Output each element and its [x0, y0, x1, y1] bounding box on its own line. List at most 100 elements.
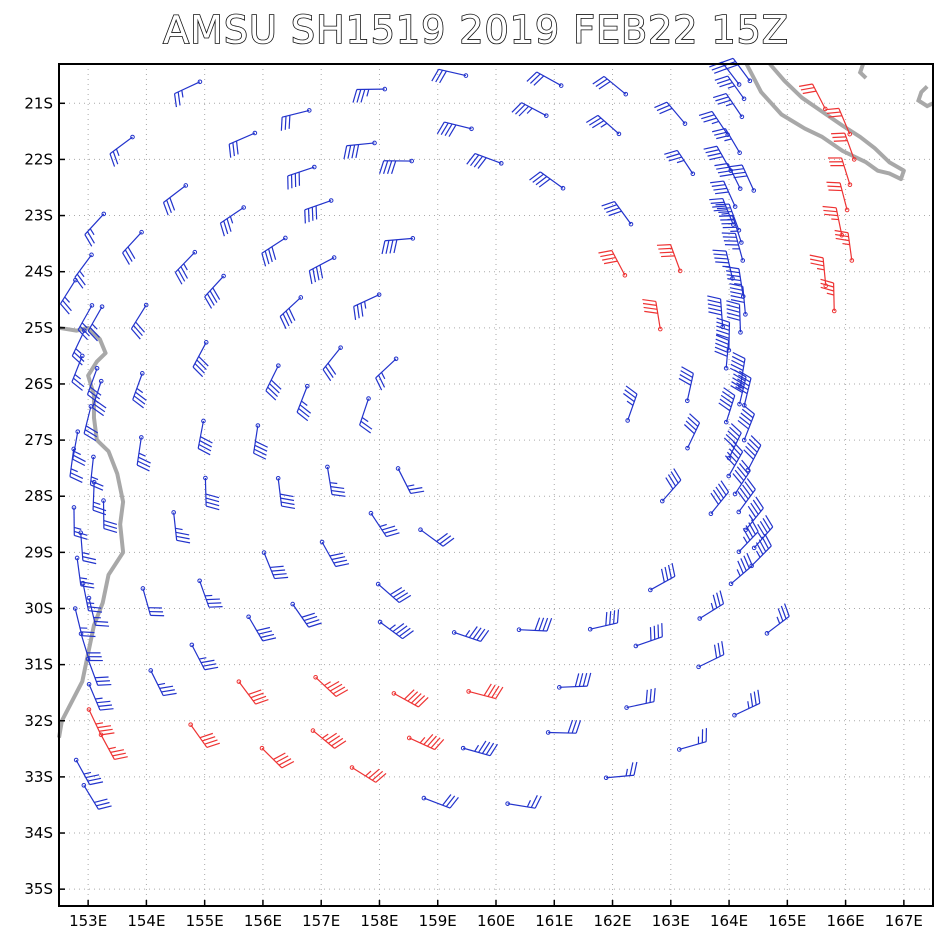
barb-shaft: [265, 365, 279, 392]
barb-shaft: [397, 468, 412, 494]
barb-feather: [661, 623, 663, 637]
lon-tick-label: 159E: [419, 912, 457, 930]
barb-station: [338, 345, 343, 350]
lon-tick-label: 156E: [244, 912, 282, 930]
barb-feather: [353, 306, 357, 321]
barb-feather: [715, 191, 729, 195]
barb-feather: [329, 552, 344, 557]
barb-feather: [764, 533, 772, 547]
barb-half-feather: [136, 387, 144, 394]
barb-feather: [442, 537, 455, 547]
wind-barb: [603, 761, 638, 781]
barb-feather: [660, 568, 665, 583]
barb-feather: [163, 692, 177, 697]
barb-feather: [753, 691, 757, 706]
barb-feather: [324, 732, 337, 742]
barb-station: [349, 765, 355, 770]
barb-feather: [328, 735, 341, 744]
barb-half-feather: [74, 374, 82, 380]
barb-feather: [741, 459, 751, 471]
barb-feather: [726, 300, 740, 305]
barb-feather: [730, 423, 742, 434]
barb-station: [732, 491, 738, 497]
barb-station: [732, 712, 737, 718]
barb-shaft: [666, 101, 686, 125]
barb-feather: [112, 151, 119, 165]
lat-tick-label: 33S: [24, 768, 53, 786]
barb-shaft: [686, 422, 701, 449]
barb-station: [737, 150, 742, 155]
wind-barb: [86, 365, 102, 404]
barb-half-feather: [74, 526, 82, 530]
barb-half-feather: [474, 744, 480, 752]
barb-station: [736, 82, 742, 87]
wind-barb: [831, 132, 857, 162]
barb-station: [73, 757, 79, 763]
barb-shaft: [91, 380, 102, 408]
barb-feather: [73, 377, 85, 388]
barb-feather: [485, 742, 495, 755]
wind-barb: [696, 641, 725, 670]
wind-barb: [343, 140, 377, 160]
barb-feather: [759, 520, 768, 534]
barb-feather: [720, 57, 734, 64]
barb-half-feather: [816, 267, 825, 271]
wind-barb: [729, 283, 748, 317]
barb-half-feather: [70, 468, 78, 473]
barb-feather: [96, 801, 110, 807]
barb-feather: [802, 90, 817, 95]
barb-feather: [198, 443, 212, 452]
barb-shaft: [228, 132, 256, 145]
barb-feather: [205, 493, 220, 499]
barb-feather: [831, 132, 845, 135]
wind-barb: [642, 298, 663, 332]
barb-feather: [708, 307, 722, 312]
barb-feather: [707, 303, 722, 308]
barb-shaft: [263, 552, 276, 579]
barb-feather: [278, 758, 292, 766]
barb-half-feather: [364, 301, 367, 309]
barb-shaft: [438, 68, 467, 77]
barb-feather: [275, 755, 289, 763]
barb-station: [764, 631, 770, 636]
barb-feather: [820, 286, 834, 292]
wind-barb: [304, 198, 334, 224]
barb-shaft: [74, 608, 83, 636]
barb-half-feather: [183, 263, 188, 271]
wind-barb: [718, 215, 744, 245]
barb-feather: [315, 205, 318, 220]
barb-feather: [725, 270, 740, 274]
barb-feather: [719, 398, 732, 408]
barb-feather: [743, 405, 755, 415]
barb-feather: [750, 502, 759, 515]
barb-feather: [352, 89, 358, 103]
wind-barb: [710, 180, 738, 209]
barb-feather: [730, 385, 743, 394]
wind-barb: [714, 334, 730, 371]
barb-feather: [82, 556, 96, 561]
barb-shaft: [734, 702, 761, 716]
barb-feather: [327, 362, 337, 375]
wind-barb: [81, 783, 112, 810]
barb-feather: [715, 486, 725, 499]
barb-feather: [403, 689, 415, 700]
barb-half-feather: [734, 283, 742, 286]
barb-feather: [726, 451, 738, 463]
wind-barb: [592, 75, 629, 97]
barb-shaft: [730, 565, 753, 585]
barb-feather: [271, 569, 286, 572]
barb-feather: [709, 156, 723, 161]
barb-feather: [534, 617, 541, 631]
barb-feather: [740, 558, 747, 572]
barb-feather: [80, 585, 95, 589]
wind-barb: [418, 527, 455, 547]
barb-shaft: [315, 676, 337, 697]
barb-feather: [656, 104, 670, 112]
barb-station: [726, 473, 732, 479]
barb-shaft: [743, 377, 752, 406]
barb-feather: [166, 199, 172, 214]
barb-shaft: [734, 470, 751, 495]
barb-shaft: [725, 251, 734, 279]
barb-feather: [780, 605, 787, 619]
barb-feather: [826, 181, 841, 184]
